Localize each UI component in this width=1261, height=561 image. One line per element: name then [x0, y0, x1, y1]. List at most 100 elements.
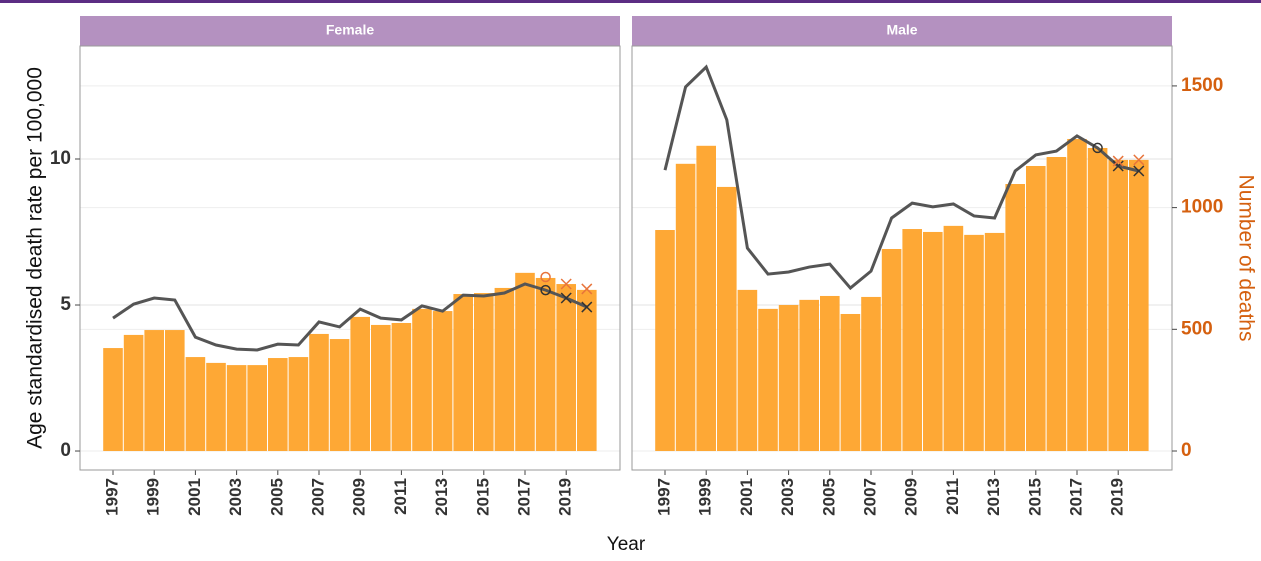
- y-tick-label: 5: [60, 294, 71, 315]
- x-axis-title: Year: [607, 534, 646, 555]
- bar: [144, 330, 164, 452]
- bar: [696, 145, 716, 452]
- panel-border: [79, 45, 621, 471]
- strip-label: Male: [886, 22, 917, 38]
- bar: [1129, 159, 1149, 452]
- bar: [288, 357, 309, 452]
- point-marker: [1112, 160, 1124, 172]
- point-marker: [1133, 154, 1145, 166]
- bar: [675, 163, 696, 452]
- bar: [556, 284, 576, 452]
- bar: [226, 365, 247, 452]
- bar: [737, 289, 758, 452]
- bar: [943, 225, 964, 452]
- bar: [861, 296, 881, 452]
- bar: [453, 294, 473, 452]
- x-tick-label: 2015: [473, 478, 492, 516]
- x-tick-label: 2011: [391, 478, 410, 515]
- bar: [778, 304, 799, 452]
- bar: [103, 348, 123, 452]
- x-tick-label: 2005: [819, 478, 838, 516]
- bar: [1087, 147, 1108, 452]
- bar: [1108, 159, 1128, 452]
- bar: [206, 362, 226, 452]
- y2-axis-title: Number of deaths: [1234, 175, 1257, 342]
- y-tick-label: 0: [60, 440, 71, 461]
- x-tick-label: 2007: [308, 478, 327, 516]
- bar: [655, 230, 675, 452]
- bar: [412, 308, 432, 452]
- bar: [799, 299, 819, 452]
- x-tick-label: 2005: [267, 478, 286, 516]
- bar: [984, 232, 1005, 452]
- x-tick-label: 2009: [902, 478, 921, 516]
- x-tick-label: 2019: [556, 478, 575, 516]
- y-tick-label: 10: [50, 148, 71, 169]
- x-tick-label: 2013: [432, 478, 451, 516]
- x-tick-label: 2017: [514, 478, 533, 516]
- bar: [1005, 184, 1025, 452]
- x-tick-label: 1999: [696, 478, 715, 516]
- x-tick-label: 2003: [226, 478, 245, 516]
- x-tick-label: 2003: [778, 478, 797, 516]
- bar: [432, 311, 453, 452]
- x-tick-label: 2001: [185, 478, 204, 516]
- point-marker: [581, 301, 593, 313]
- point-marker: [540, 284, 551, 296]
- bar: [923, 231, 943, 452]
- point-marker: [581, 283, 593, 295]
- bar: [515, 272, 535, 452]
- bar: [1046, 156, 1067, 452]
- point-marker: [560, 292, 572, 304]
- bar: [1067, 138, 1087, 452]
- bar: [247, 365, 267, 452]
- strip-label: Female: [326, 22, 374, 38]
- bar: [474, 293, 494, 452]
- rate-line: [663, 64, 1140, 291]
- bar: [1026, 165, 1046, 452]
- bar: [165, 330, 185, 452]
- x-tick-label: 1999: [144, 478, 163, 516]
- point-marker: [540, 271, 551, 283]
- bar: [717, 186, 737, 452]
- top-stripe: [0, 0, 1261, 3]
- point-marker: [1133, 165, 1145, 177]
- bar: [371, 324, 391, 452]
- x-tick-label: 2007: [860, 478, 879, 516]
- bar: [185, 357, 206, 452]
- bar: [577, 289, 597, 452]
- bar: [329, 339, 350, 452]
- bar: [123, 334, 144, 452]
- y2-tick-label: 0: [1181, 440, 1192, 461]
- point-marker: [1092, 142, 1103, 154]
- x-tick-label: 2013: [984, 478, 1003, 516]
- x-tick-label: 2017: [1066, 478, 1085, 516]
- bar: [391, 322, 412, 452]
- bar: [350, 316, 370, 452]
- y2-tick-label: 500: [1181, 318, 1213, 339]
- bar: [840, 313, 861, 452]
- bar: [902, 229, 922, 452]
- panel-border: [631, 45, 1173, 471]
- rate-line: [112, 282, 588, 352]
- x-tick-label: 2011: [943, 478, 962, 515]
- bar: [964, 234, 984, 452]
- strip: [632, 16, 1172, 46]
- x-tick-label: 2001: [737, 478, 756, 516]
- x-tick-label: 1997: [102, 478, 121, 516]
- y2-tick-label: 1000: [1181, 197, 1223, 218]
- bar: [820, 295, 840, 452]
- x-tick-label: 2009: [350, 478, 369, 516]
- bar: [535, 277, 556, 452]
- strip: [80, 16, 620, 46]
- x-tick-label: 2019: [1108, 478, 1127, 516]
- x-tick-label: 2015: [1025, 478, 1044, 516]
- bar: [268, 358, 288, 452]
- y-axis-title: Age standardised death rate per 100,000: [24, 67, 47, 449]
- x-tick-label: 1997: [654, 478, 673, 516]
- point-marker: [1112, 155, 1124, 167]
- bar: [494, 287, 515, 452]
- point-marker: [560, 278, 572, 290]
